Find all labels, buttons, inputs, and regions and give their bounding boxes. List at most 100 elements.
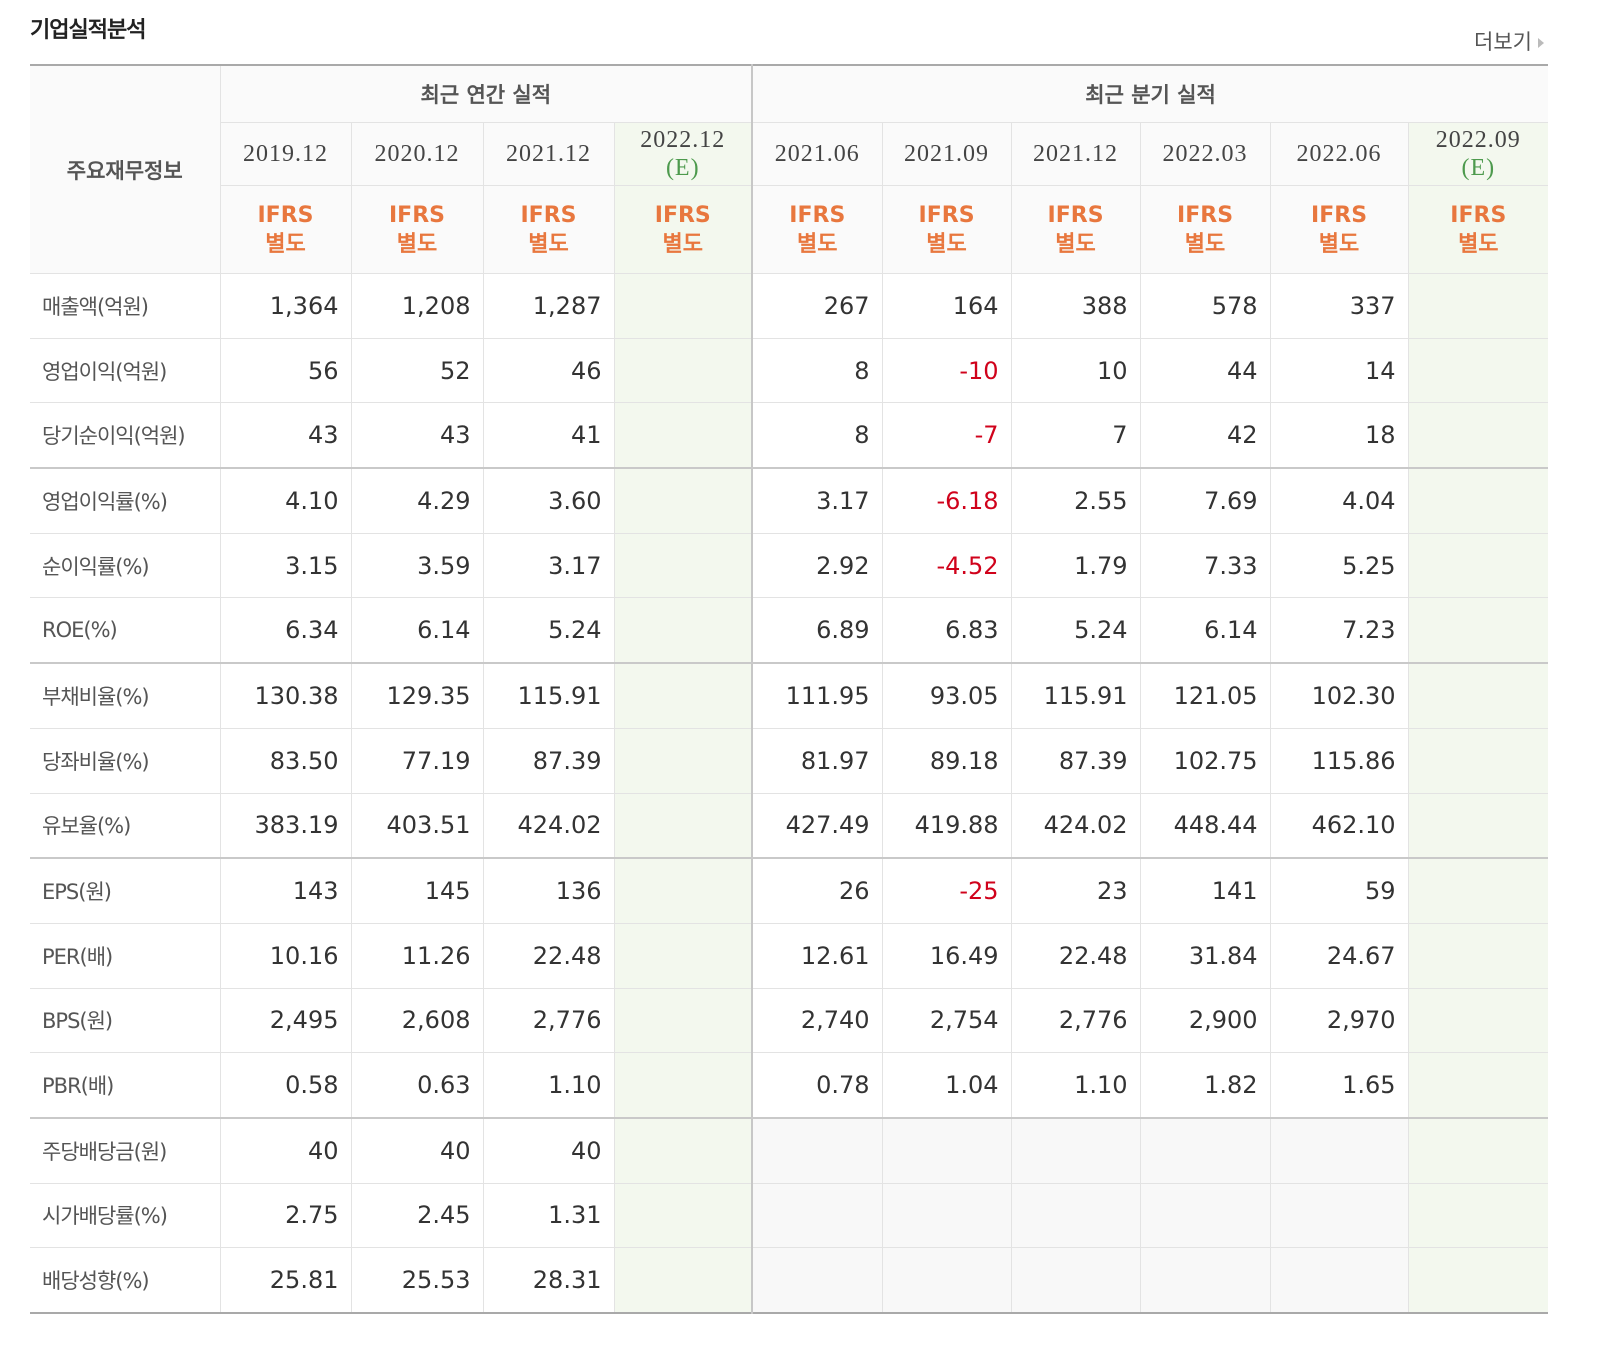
value-cell: 56: [219, 338, 351, 404]
value-cell: 22.48: [1010, 923, 1141, 989]
value-cell: [1407, 1247, 1549, 1314]
value-cell: 5.25: [1269, 533, 1409, 599]
basis-header: IFRS 별도: [1139, 185, 1271, 274]
basis-label: IFRS: [789, 202, 846, 228]
row-label: 당기순이익(억원): [30, 402, 220, 470]
value-cell: [1407, 858, 1549, 924]
value-cell: 41: [482, 402, 614, 470]
section-title: 기업실적분석: [30, 18, 146, 43]
value-cell: 6.14: [350, 597, 483, 665]
period-header: 2021.09: [881, 122, 1012, 186]
value-cell: 3.60: [482, 468, 614, 534]
basis-label: 별도: [1318, 231, 1360, 257]
data-row: 영업이익률(%) 4.10 4.29 3.60 3.17 -6.18 2.55 7.69 4.0…: [30, 468, 1549, 534]
period-date: 2022.12: [640, 127, 726, 153]
period-header: 2022.03: [1139, 122, 1271, 186]
value-cell: 388: [1010, 273, 1141, 339]
value-cell: 46: [482, 338, 614, 404]
value-cell: 87.39: [1010, 728, 1141, 794]
value-cell: [613, 858, 753, 924]
row-label: 주당배당금(원): [30, 1117, 220, 1184]
value-cell: 427.49: [751, 793, 883, 860]
value-cell: [1010, 1183, 1141, 1249]
data-row: EPS(원) 143 145 136 26 -25 23 141 59: [30, 858, 1549, 924]
value-cell: [1407, 923, 1549, 989]
value-cell: 462.10: [1269, 793, 1409, 860]
value-cell: 3.17: [751, 468, 883, 534]
value-cell: [881, 1247, 1012, 1314]
value-cell: 6.89: [751, 597, 883, 665]
value-cell: 115.91: [1010, 663, 1141, 729]
data-row: 주당배당금(원) 40 40 40: [30, 1117, 1549, 1184]
value-cell: 578: [1139, 273, 1271, 339]
value-cell: 2.75: [219, 1183, 351, 1249]
value-cell: [1407, 988, 1549, 1054]
value-cell: 448.44: [1139, 793, 1271, 860]
basis-label: 별도: [265, 231, 306, 257]
value-cell: [1139, 1247, 1271, 1314]
value-cell: [881, 1117, 1012, 1184]
value-cell: 23: [1010, 858, 1141, 924]
value-cell: 0.63: [350, 1052, 483, 1119]
value-cell: [1139, 1183, 1271, 1249]
value-cell: [613, 338, 753, 404]
value-cell: [613, 273, 753, 339]
value-cell: 1.10: [482, 1052, 614, 1119]
value-cell: 424.02: [1010, 793, 1141, 860]
basis-label: 별도: [926, 231, 967, 257]
value-cell: [1010, 1247, 1141, 1314]
basis-label: 별도: [396, 231, 438, 257]
group-header: 최근 분기 실적: [751, 65, 1549, 123]
basis-label: 별도: [662, 231, 704, 257]
value-cell: [1407, 597, 1549, 665]
value-cell: 4.10: [219, 468, 351, 534]
data-row: 당좌비율(%) 83.50 77.19 87.39 81.97 89.18 87.39 102…: [30, 728, 1549, 794]
row-label: 배당성향(%): [30, 1247, 220, 1314]
value-cell: 102.30: [1269, 663, 1409, 729]
value-cell: 337: [1269, 273, 1409, 339]
value-cell: 24.67: [1269, 923, 1409, 989]
value-cell: 7.23: [1269, 597, 1409, 665]
basis-label: 별도: [1184, 231, 1226, 257]
value-cell: [1407, 728, 1549, 794]
value-cell: [751, 1183, 883, 1249]
basis-label: IFRS: [389, 202, 445, 228]
period-date: 2021.12: [506, 141, 591, 167]
value-cell: 40: [350, 1117, 483, 1184]
row-header: 주요재무정보: [30, 65, 220, 274]
data-row: 순이익률(%) 3.15 3.59 3.17 2.92 -4.52 1.79 7.33 5.25: [30, 533, 1549, 599]
data-row: BPS(원) 2,495 2,608 2,776 2,740 2,754 2,776 2,90…: [30, 988, 1549, 1054]
data-row: 유보율(%) 383.19 403.51 424.02 427.49 419.88 424.…: [30, 793, 1549, 860]
header-row: IFRS 별도 IFRS 별도 IFRS 별도 IFRS 별도 IFRS 별도 IFRS 별도 IFRS…: [30, 185, 1549, 274]
period-date: 2021.06: [774, 141, 860, 167]
value-cell: 6.34: [219, 597, 351, 665]
basis-label: IFRS: [520, 202, 577, 228]
basis-header: IFRS 별도: [1269, 185, 1409, 274]
value-cell: 1.04: [881, 1052, 1012, 1119]
basis-header: IFRS 별도: [613, 185, 753, 274]
value-cell: 1.79: [1010, 533, 1141, 599]
value-cell: 12.61: [751, 923, 883, 989]
period-note: (E): [1461, 155, 1496, 181]
value-cell: 0.58: [219, 1052, 351, 1119]
row-label: PBR(배): [30, 1052, 220, 1119]
value-cell: 1,208: [350, 273, 483, 339]
value-cell: 5.24: [482, 597, 614, 665]
value-cell: [613, 728, 753, 794]
value-cell: 7.69: [1139, 468, 1271, 534]
basis-header: IFRS 별도: [1010, 185, 1141, 274]
value-cell: [1407, 338, 1549, 404]
value-cell: 0.78: [751, 1052, 883, 1119]
row-label: 영업이익(억원): [30, 338, 220, 404]
value-cell: 130.38: [219, 663, 351, 729]
more-link[interactable]: 더보기: [1474, 26, 1544, 56]
value-cell: 28.31: [482, 1247, 614, 1314]
row-label: BPS(원): [30, 988, 220, 1054]
value-cell: 115.86: [1269, 728, 1409, 794]
value-cell: 87.39: [482, 728, 614, 794]
value-cell: 14: [1269, 338, 1409, 404]
value-cell: [613, 1183, 753, 1249]
value-cell: [1407, 1183, 1549, 1249]
period-note: (E): [665, 155, 700, 181]
value-cell: 10.16: [219, 923, 351, 989]
